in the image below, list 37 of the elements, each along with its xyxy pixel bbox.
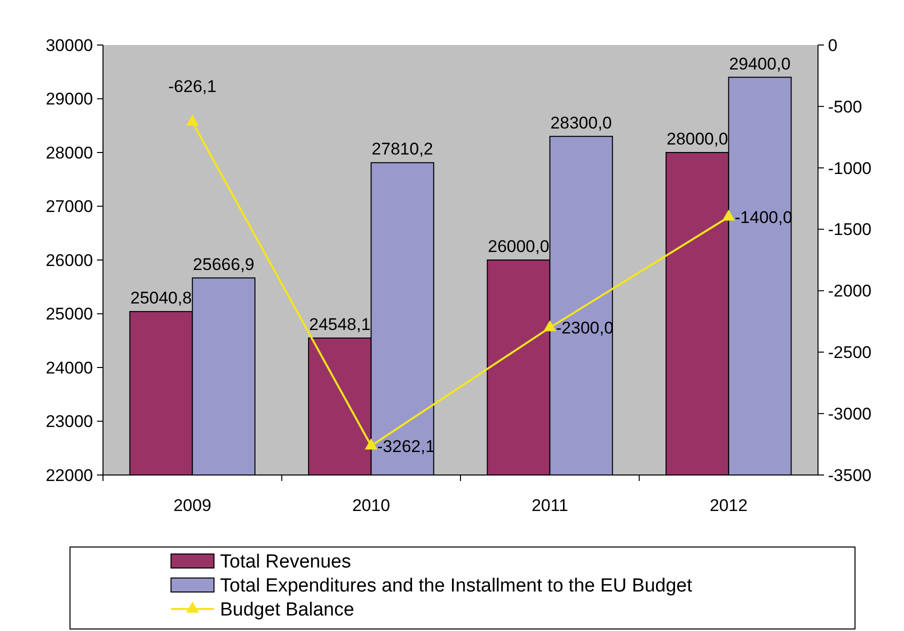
data-label: 25666,9: [192, 254, 254, 274]
y2-tick-label: -3500: [828, 466, 872, 485]
y-tick-label: 25000: [46, 304, 93, 324]
point: [364, 438, 378, 450]
x-tick-label: 2012: [710, 496, 748, 515]
y-tick-label: 22000: [46, 466, 93, 485]
y2-tick-label: -1000: [828, 158, 872, 178]
point: [544, 320, 556, 332]
point: [722, 210, 735, 221]
point: [186, 114, 199, 126]
x-tick-label: 2009: [173, 496, 212, 515]
y2-tick-label: -1500: [828, 220, 872, 240]
x-tick-label: 2010: [352, 496, 390, 515]
data-label: 27810,2: [372, 140, 434, 159]
data-label: -626,1: [168, 76, 216, 96]
data-label: 29400,0: [729, 54, 791, 74]
y-tick-label: 27000: [46, 197, 93, 216]
legend-label: Total Expenditures and the Installment to the EU Budget: [220, 576, 693, 597]
y2-tick-label: -3000: [828, 404, 872, 424]
y2-tick-label: -2000: [828, 282, 872, 301]
y-tick-label: 29000: [46, 90, 93, 109]
y2-tick-label: -500: [828, 97, 862, 116]
legend-label: Total Revenues: [220, 552, 351, 573]
y2-tick-label: 0: [828, 36, 838, 55]
x-tick-label: 2011: [532, 496, 568, 515]
data-label: 26000,0: [488, 237, 550, 256]
data-label: 24548,1: [309, 315, 371, 334]
y2-tick-label: -2500: [828, 343, 872, 362]
data-label: 28000,0: [666, 130, 728, 148]
y-tick-label: 23000: [46, 412, 93, 432]
data-label: 28300,0: [550, 113, 612, 132]
y-tick-label: 28000: [46, 143, 93, 162]
y-tick-label: 26000: [46, 250, 93, 270]
y-tick-label: 24000: [46, 358, 93, 378]
data-label: 25040,8: [130, 288, 192, 308]
y-tick-label: 30000: [46, 36, 93, 55]
legend-label: Budget Balance: [220, 600, 354, 621]
